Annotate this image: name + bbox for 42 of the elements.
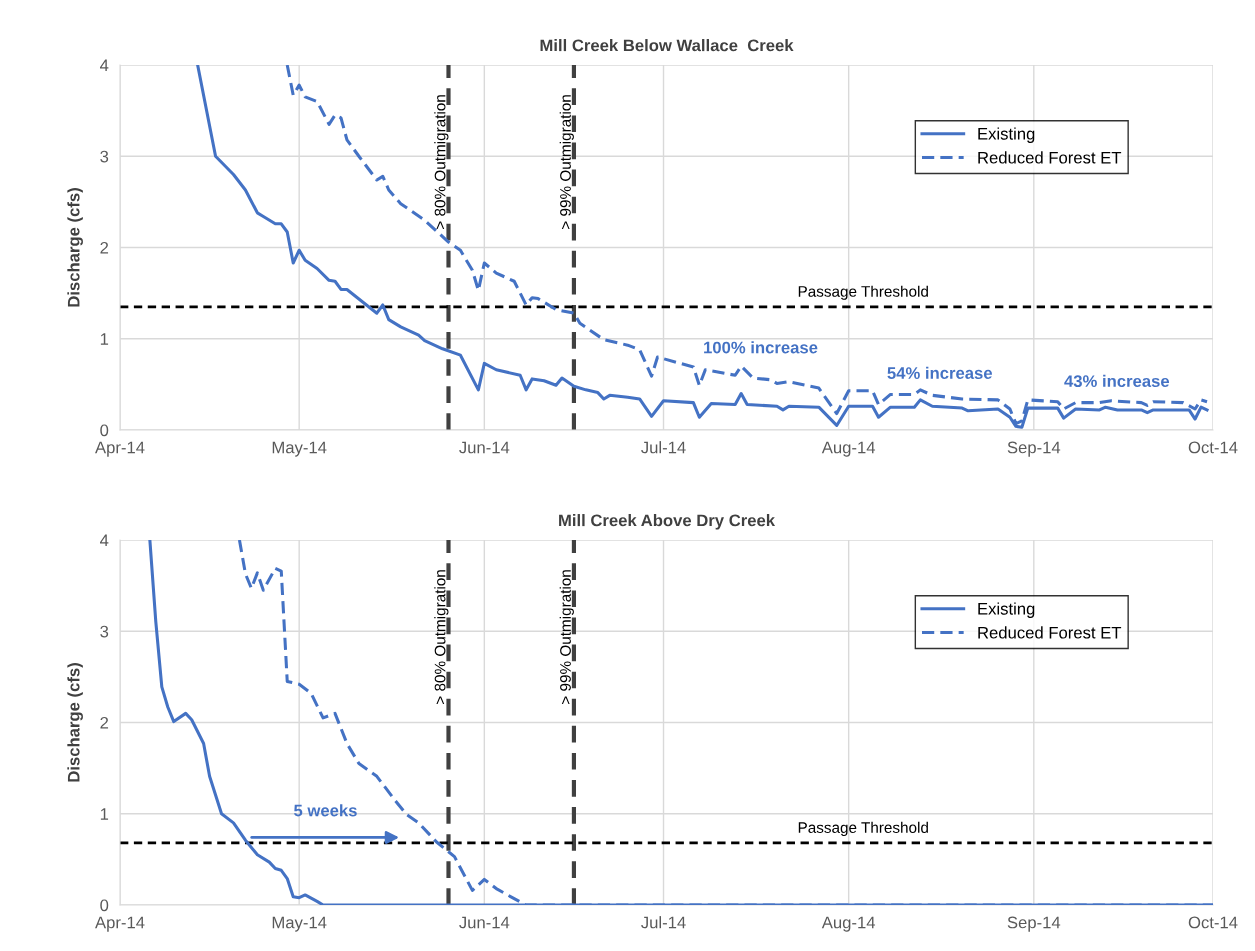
x-tick-label: Sep-14: [1007, 441, 1061, 457]
annotation: 54% increase: [887, 366, 992, 379]
annotation: 5 weeks: [294, 804, 357, 817]
x-tick-label: Apr-14: [95, 441, 145, 457]
ref-line-label: Passage Threshold: [798, 285, 928, 300]
y-tick-label: 1: [100, 808, 109, 820]
y-tick-label: 2: [100, 241, 109, 254]
legend-label: Reduced Forest ET: [978, 626, 1122, 639]
ref-line-label: Passage Threshold: [798, 821, 928, 837]
y-tick-label: 2: [100, 716, 109, 729]
y-tick-label: 1: [100, 333, 109, 345]
x-tick-label: Jul-14: [641, 441, 686, 454]
legend-label: Reduced Forest ET: [978, 151, 1122, 164]
y-tick-label: 3: [100, 150, 109, 163]
x-tick-label: Jun-14: [459, 916, 510, 929]
ref-line-label: > 80% Outmigration: [434, 570, 449, 704]
x-tick-label: Aug-14: [821, 916, 876, 932]
y-tick-label: 0: [100, 899, 109, 912]
x-tick-label: Jun-14: [459, 441, 510, 454]
y-tick-label: 4: [100, 59, 109, 72]
legend-label: Existing: [978, 127, 1035, 143]
y-tick-label: 3: [100, 625, 109, 638]
chart-title: Mill Creek Below Wallace Creek: [540, 39, 794, 52]
x-tick-label: May-14: [272, 441, 327, 457]
legend-label: Existing: [978, 602, 1035, 618]
chart-title: Mill Creek Above Dry Creek: [559, 514, 776, 530]
y-axis-title: Discharge (cfs): [67, 188, 83, 307]
ref-line-label: > 80% Outmigration: [434, 95, 449, 229]
y-tick-label: 4: [100, 534, 109, 547]
ref-line-label: > 99% Outmigration: [559, 95, 574, 229]
x-tick-label: Oct-14: [1188, 441, 1238, 454]
x-tick-label: Jul-14: [641, 916, 686, 929]
x-tick-label: May-14: [272, 916, 327, 932]
x-tick-label: Sep-14: [1007, 916, 1061, 932]
ref-line-label: > 99% Outmigration: [559, 570, 574, 704]
annotation: 43% increase: [1064, 374, 1170, 388]
y-tick-label: 0: [100, 424, 109, 437]
x-tick-label: Oct-14: [1188, 916, 1238, 929]
x-tick-label: Apr-14: [95, 916, 145, 932]
annotation: 100% increase: [704, 341, 818, 354]
y-axis-title: Discharge (cfs): [67, 663, 83, 782]
x-tick-label: Aug-14: [821, 441, 876, 457]
